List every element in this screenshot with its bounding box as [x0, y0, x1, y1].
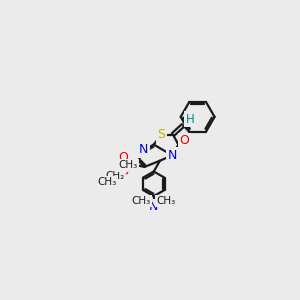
- Text: S: S: [158, 128, 166, 141]
- Text: N: N: [167, 149, 177, 162]
- Text: O: O: [180, 134, 190, 147]
- Text: H: H: [186, 113, 194, 126]
- Text: CH₃: CH₃: [156, 196, 176, 206]
- Text: CH₂: CH₂: [106, 171, 125, 181]
- Text: CH₃: CH₃: [97, 177, 116, 187]
- Text: CH₃: CH₃: [132, 196, 151, 206]
- Text: CH₃: CH₃: [119, 160, 138, 170]
- Text: O: O: [120, 165, 129, 178]
- Text: O: O: [118, 151, 128, 164]
- Text: N: N: [139, 143, 148, 157]
- Text: N: N: [149, 200, 158, 213]
